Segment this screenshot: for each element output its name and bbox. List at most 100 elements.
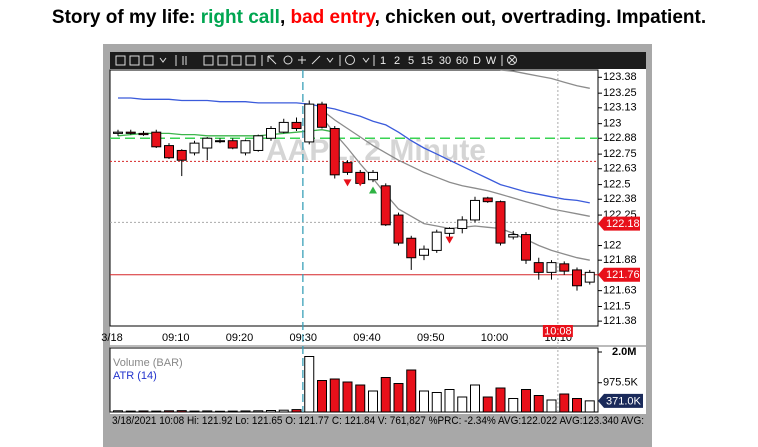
title-part: right call	[201, 7, 280, 28]
volume-bar	[508, 398, 519, 412]
timeframe-button[interactable]: D	[473, 55, 481, 67]
candle-body	[431, 231, 442, 251]
candle-body	[266, 128, 276, 139]
timeframe-button[interactable]: 30	[439, 55, 451, 67]
candle-body	[444, 227, 455, 234]
volume-bar	[304, 356, 315, 412]
candle-body	[113, 131, 123, 134]
volume-bar	[355, 384, 366, 412]
timeframe-button[interactable]: 5	[408, 55, 414, 67]
candle-body	[546, 262, 557, 273]
volume-bar	[482, 396, 493, 412]
trade-signal	[356, 179, 365, 187]
price-marker-label: 121.76	[606, 269, 640, 281]
timeframe-button[interactable]: W	[486, 55, 497, 67]
volume-bar	[278, 409, 289, 412]
timeframe-button[interactable]: 2	[394, 55, 400, 67]
volume-bar	[329, 378, 340, 412]
trade-signal	[369, 186, 377, 194]
volume-bar	[584, 400, 595, 412]
candle-body	[572, 269, 582, 287]
candle-body	[125, 131, 136, 134]
title-part: Story of my life:	[52, 7, 201, 28]
candle-body	[508, 234, 519, 238]
volume-bar	[546, 399, 557, 412]
candle-body	[368, 171, 378, 181]
volume-bar	[291, 409, 302, 412]
y-tick-label: 122.63	[603, 163, 637, 175]
trade-signal	[343, 179, 352, 187]
volume-bar	[253, 410, 264, 412]
candle-body	[176, 149, 187, 161]
title-part: bad entry	[291, 7, 377, 28]
candle-body	[164, 145, 174, 159]
volume-bar	[368, 390, 378, 412]
volume-bar	[533, 395, 544, 412]
volume-panel	[109, 347, 599, 413]
timeframe-button[interactable]: 60	[456, 55, 468, 67]
indicator-line	[321, 117, 590, 261]
x-tick-label: 3/18	[101, 332, 122, 344]
title-part: ,	[280, 7, 291, 28]
y-tick-label: 121.88	[603, 254, 637, 266]
indicator-line	[118, 97, 590, 204]
atr-legend: ATR (14)	[113, 370, 157, 382]
y-tick-label: 122	[603, 239, 621, 251]
status-bar: 3/18/2021 10:08 Hi: 121.92 Lo: 121.65 O:…	[112, 415, 644, 427]
candle-body	[419, 248, 429, 256]
volume-bar	[559, 393, 570, 412]
y-tick-label: 123.13	[603, 102, 637, 114]
volume-bar	[317, 380, 327, 412]
volume-legend: Volume (BAR)	[113, 357, 183, 369]
candle-body	[482, 197, 493, 203]
volume-bar	[572, 398, 582, 412]
price-marker	[598, 267, 640, 282]
volume-marker	[598, 393, 643, 408]
timeframe-button[interactable]: 15	[421, 55, 433, 67]
candle-body	[278, 121, 289, 133]
volume-tick-label: 2.0M	[612, 346, 636, 358]
y-tick-label: 121.5	[603, 300, 631, 312]
candle-body	[393, 214, 404, 244]
volume-bar	[240, 410, 251, 412]
time-cursor-label: 10:08	[544, 325, 572, 337]
x-tick-label: 09:30	[289, 332, 317, 344]
candle-body	[304, 103, 315, 143]
y-tick-label: 122.5	[603, 178, 631, 190]
volume-bar	[444, 389, 455, 412]
time-cursor-box	[542, 325, 573, 337]
volume-bar	[495, 387, 506, 412]
volume-bar	[151, 410, 162, 412]
candle-body	[584, 271, 595, 283]
volume-bar	[176, 410, 187, 412]
candle-body	[329, 128, 340, 176]
candle-body	[240, 140, 251, 154]
candle-body	[227, 140, 238, 149]
volume-bar	[406, 369, 417, 412]
volume-bar	[113, 410, 123, 412]
timeframe-button[interactable]: 1	[380, 55, 386, 67]
candle-body	[215, 140, 225, 143]
volume-marker-label: 371.0K	[606, 395, 642, 407]
y-tick-label: 122.75	[603, 148, 637, 160]
price-plot	[110, 70, 598, 291]
y-tick-label: 123.25	[603, 87, 637, 99]
candle-body	[559, 263, 570, 272]
candle-body	[202, 137, 213, 149]
candle-body	[151, 131, 162, 148]
title: Story of my life: right call, bad entry,…	[52, 7, 706, 28]
overlay: 123.38 123.25 123.13 123 122.88 122.75 122.63 1…	[101, 70, 643, 412]
volume-bar	[431, 392, 442, 412]
y-tick-label: 122.88	[603, 132, 637, 144]
y-tick-label: 121.63	[603, 285, 637, 297]
candle-body	[470, 199, 480, 221]
toolbar-icons	[115, 55, 517, 66]
candle-body	[317, 103, 327, 128]
toolbar	[110, 52, 646, 69]
y-tick-label: 123	[603, 118, 621, 130]
indicator-line	[321, 109, 590, 217]
x-tick-label: 09:50	[417, 332, 445, 344]
chart-area	[110, 69, 646, 414]
trade-signal	[445, 236, 454, 244]
candle-body	[457, 219, 468, 229]
